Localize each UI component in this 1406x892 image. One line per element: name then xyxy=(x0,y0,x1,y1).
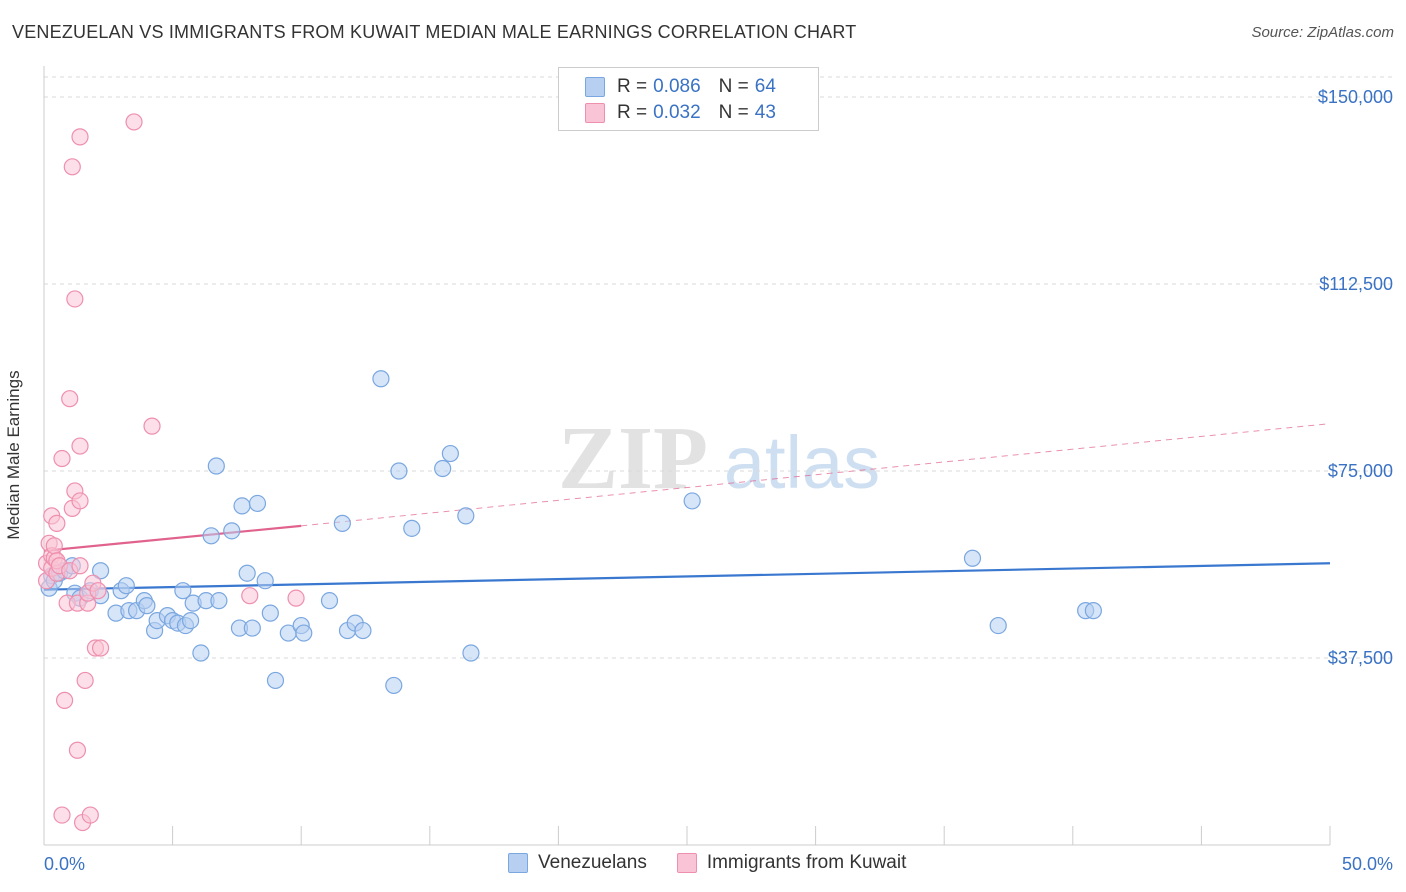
point-kuwait xyxy=(71,128,89,146)
point-kuwait xyxy=(71,557,89,575)
legend-r-label: R = xyxy=(617,76,648,97)
point-kuwait xyxy=(66,290,84,308)
point-venezuelans xyxy=(354,621,372,640)
point-kuwait xyxy=(89,582,107,600)
point-venezuelans xyxy=(210,592,228,610)
point-venezuelans xyxy=(243,619,261,637)
point-venezuelans xyxy=(91,562,110,580)
point-kuwait xyxy=(45,537,63,555)
legend-r-value: 0.086 xyxy=(653,76,701,97)
point-kuwait xyxy=(241,587,259,605)
point-venezuelans xyxy=(333,514,351,532)
chart-title: VENEZUELAN VS IMMIGRANTS FROM KUWAIT MED… xyxy=(12,22,857,42)
watermark-zip: ZIP xyxy=(558,409,708,508)
trend-line-venezuelans xyxy=(43,562,1331,591)
watermark: ZIP atlas xyxy=(558,409,880,508)
point-kuwait xyxy=(53,449,71,468)
point-venezuelans xyxy=(248,494,267,513)
legend-row-venezuelans: R = 0.086 N = 64 xyxy=(585,75,776,99)
correlation-legend: R = 0.086 N = 64 R = 0.032 N = 43 xyxy=(558,67,819,131)
point-kuwait xyxy=(61,390,79,408)
y-tick-label: $112,500 xyxy=(1319,274,1393,294)
point-kuwait xyxy=(76,671,94,690)
legend-label-venezuelans: Venezuelans xyxy=(538,852,647,873)
y-axis-label-wrap: Median Male Earnings xyxy=(4,370,42,539)
legend-r-label: R = xyxy=(617,102,648,123)
y-tick-label: $75,000 xyxy=(1328,461,1393,481)
point-kuwait xyxy=(55,691,74,709)
point-kuwait xyxy=(81,806,99,824)
source-credit: Source: ZipAtlas.com xyxy=(1251,24,1394,41)
y-tick-label: $150,000 xyxy=(1318,87,1393,107)
legend-n-label: N = xyxy=(718,102,749,123)
point-venezuelans xyxy=(207,457,225,475)
point-venezuelans xyxy=(434,459,452,478)
trend-line-kuwait xyxy=(43,524,302,552)
legend-row-kuwait: R = 0.032 N = 43 xyxy=(585,101,776,125)
point-kuwait xyxy=(287,589,305,607)
point-venezuelans xyxy=(238,564,256,582)
point-venezuelans xyxy=(683,492,701,510)
point-venezuelans xyxy=(295,624,313,642)
point-kuwait xyxy=(125,113,143,131)
legend-n-value: 64 xyxy=(754,76,776,97)
point-kuwait xyxy=(71,492,89,510)
point-venezuelans xyxy=(223,522,241,540)
point-venezuelans xyxy=(963,549,982,567)
legend-swatch-venezuelans xyxy=(585,77,605,97)
point-kuwait xyxy=(63,158,81,176)
legend-item-kuwait[interactable]: Immigrants from Kuwait xyxy=(676,852,907,874)
point-kuwait xyxy=(91,639,110,657)
point-venezuelans xyxy=(457,507,475,525)
watermark-atlas: atlas xyxy=(724,421,880,504)
point-kuwait xyxy=(71,437,89,455)
tick-labels: $37,500 $75,000 $112,500 $150,000 0.0% 50.0% xyxy=(44,87,1393,874)
point-venezuelans xyxy=(266,671,285,690)
legend-item-venezuelans[interactable]: Venezuelans xyxy=(508,852,647,874)
point-venezuelans xyxy=(192,644,210,662)
legend-swatch-venezuelans xyxy=(508,853,528,873)
legend-swatch-kuwait xyxy=(676,853,697,873)
point-venezuelans xyxy=(403,519,421,537)
point-venezuelans xyxy=(256,572,274,590)
legend-label-kuwait: Immigrants from Kuwait xyxy=(706,852,907,873)
x-tick-label: 0.0% xyxy=(44,854,85,874)
point-kuwait xyxy=(143,417,161,435)
point-venezuelans xyxy=(117,577,135,595)
trend-extension-kuwait xyxy=(301,423,1331,527)
point-venezuelans xyxy=(233,497,251,515)
y-axis-label: Median Male Earnings xyxy=(4,370,23,540)
point-kuwait xyxy=(53,806,71,824)
legend-r-value: 0.032 xyxy=(653,102,701,123)
point-venezuelans xyxy=(182,611,200,630)
series-legend: Venezuelans Immigrants from Kuwait xyxy=(508,852,936,874)
point-kuwait xyxy=(48,514,66,532)
point-venezuelans xyxy=(320,592,339,610)
point-venezuelans xyxy=(202,527,220,545)
point-venezuelans xyxy=(462,644,480,662)
legend-n-label: N = xyxy=(718,76,749,97)
point-venezuelans xyxy=(372,370,390,388)
y-tick-label: $37,500 xyxy=(1328,648,1393,668)
legend-swatch-kuwait xyxy=(585,103,605,123)
point-venezuelans xyxy=(261,604,279,622)
legend-n-value: 43 xyxy=(754,102,776,123)
point-venezuelans xyxy=(138,597,156,615)
axes xyxy=(43,66,1331,846)
x-tick-label: 50.0% xyxy=(1342,854,1393,874)
point-venezuelans xyxy=(989,616,1007,635)
point-venezuelans xyxy=(1084,602,1102,620)
point-venezuelans xyxy=(390,462,408,480)
point-venezuelans xyxy=(385,676,403,695)
point-venezuelans xyxy=(174,582,192,600)
point-kuwait xyxy=(68,741,87,759)
data-points xyxy=(37,113,1102,832)
point-venezuelans xyxy=(441,444,459,463)
